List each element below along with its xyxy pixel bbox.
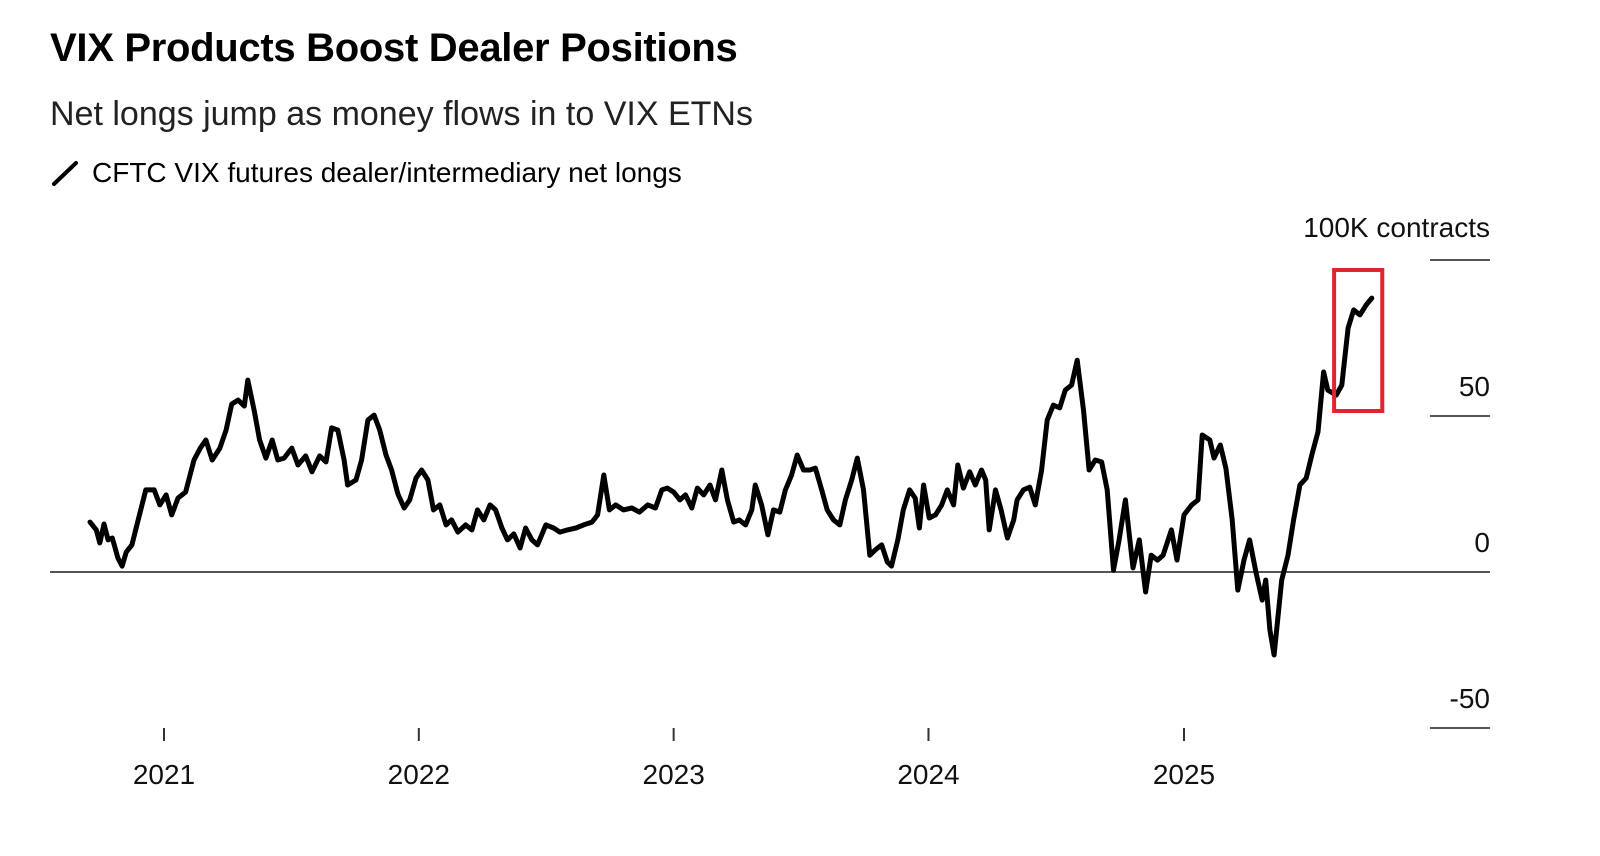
chart-title: VIX Products Boost Dealer Positions	[50, 26, 738, 70]
y-tick-label: 50	[1459, 371, 1490, 402]
x-tick-label: 2023	[643, 759, 705, 790]
y-tick-label: 100K contracts	[1303, 212, 1490, 243]
y-tick-label: 0	[1474, 527, 1490, 558]
legend: CFTC VIX futures dealer/intermediary net…	[50, 157, 682, 189]
x-tick-label: 2022	[388, 759, 450, 790]
x-tick-label: 2025	[1153, 759, 1215, 790]
x-tick-label: 2021	[133, 759, 195, 790]
chart-subtitle: Net longs jump as money flows in to VIX …	[50, 95, 753, 133]
y-tick-label: -50	[1450, 683, 1490, 714]
legend-line-icon	[52, 161, 78, 186]
series-line	[87, 295, 1375, 658]
legend-label: CFTC VIX futures dealer/intermediary net…	[92, 157, 682, 188]
x-tick-label: 2024	[897, 759, 959, 790]
highlight-box	[1332, 267, 1385, 414]
